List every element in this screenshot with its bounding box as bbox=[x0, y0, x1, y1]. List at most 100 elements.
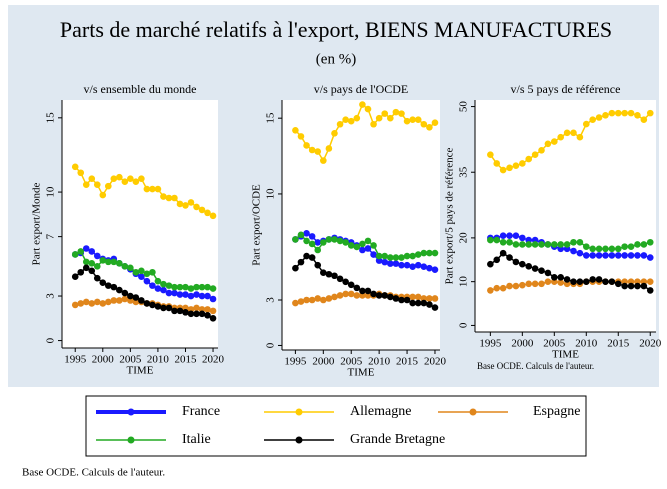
data-point bbox=[292, 264, 299, 272]
data-point bbox=[525, 155, 533, 163]
data-point bbox=[563, 241, 571, 248]
data-point bbox=[297, 231, 305, 239]
data-point bbox=[634, 112, 641, 119]
data-point bbox=[143, 300, 151, 307]
data-point bbox=[209, 295, 217, 303]
data-point bbox=[342, 116, 349, 123]
x-tick-label: 2005 bbox=[119, 354, 142, 366]
data-point bbox=[342, 278, 349, 286]
data-point bbox=[82, 258, 90, 266]
data-point bbox=[121, 289, 129, 297]
data-point bbox=[143, 185, 151, 193]
data-point bbox=[359, 101, 366, 108]
y-tick-label: 10 bbox=[458, 276, 470, 288]
data-point bbox=[627, 109, 635, 117]
data-point bbox=[646, 109, 654, 117]
data-point bbox=[303, 296, 310, 304]
data-point bbox=[409, 293, 416, 301]
y-tick-label: 50 bbox=[458, 101, 470, 113]
data-point bbox=[165, 194, 173, 202]
legend-marker bbox=[295, 408, 303, 416]
data-point bbox=[387, 293, 394, 301]
x-tick-label: 2000 bbox=[92, 354, 115, 366]
data-point bbox=[414, 116, 422, 123]
data-point bbox=[595, 252, 603, 259]
data-point bbox=[325, 236, 333, 243]
data-point bbox=[71, 301, 79, 309]
data-point bbox=[551, 138, 558, 145]
data-point bbox=[110, 297, 118, 304]
data-point bbox=[531, 151, 539, 159]
data-point bbox=[512, 241, 520, 248]
data-point bbox=[93, 274, 101, 282]
y-axis-label: Part export/5 pays de référence bbox=[444, 147, 456, 284]
data-point bbox=[576, 278, 584, 285]
data-point bbox=[105, 182, 112, 190]
data-point bbox=[608, 252, 616, 259]
data-point bbox=[193, 203, 200, 211]
data-point bbox=[426, 295, 433, 302]
data-point bbox=[621, 243, 628, 250]
data-point bbox=[297, 298, 305, 305]
data-point bbox=[634, 282, 641, 290]
y-tick-label: 15 bbox=[45, 112, 57, 124]
data-point bbox=[193, 283, 200, 291]
data-point bbox=[646, 278, 654, 285]
data-point bbox=[165, 282, 173, 289]
data-point bbox=[614, 109, 622, 117]
data-point bbox=[589, 245, 596, 253]
legend-marker bbox=[295, 436, 303, 444]
data-point bbox=[176, 283, 184, 291]
data-point bbox=[627, 282, 635, 290]
data-point bbox=[308, 233, 316, 240]
data-point bbox=[602, 245, 609, 253]
data-point bbox=[375, 114, 383, 122]
data-point bbox=[292, 299, 299, 307]
data-point bbox=[93, 181, 101, 188]
data-point bbox=[420, 249, 428, 257]
data-point bbox=[576, 249, 584, 257]
data-point bbox=[409, 299, 416, 307]
x-tick-label: 2020 bbox=[202, 354, 225, 366]
data-point bbox=[336, 237, 344, 245]
data-point bbox=[82, 298, 90, 306]
legend-label: Allemagne bbox=[350, 404, 411, 419]
data-point bbox=[331, 130, 338, 137]
data-point bbox=[512, 282, 520, 290]
data-point bbox=[608, 245, 616, 253]
legend-marker bbox=[127, 408, 135, 416]
data-point bbox=[551, 273, 558, 281]
data-point bbox=[149, 185, 156, 193]
data-point bbox=[627, 243, 635, 250]
data-point bbox=[314, 246, 322, 254]
x-tick-label: 2020 bbox=[424, 356, 447, 368]
figure-title: Parts de marché relatifs à l'export, BIE… bbox=[60, 17, 612, 42]
data-point bbox=[71, 251, 79, 258]
data-point bbox=[292, 127, 299, 134]
data-point bbox=[353, 292, 361, 299]
data-point bbox=[506, 232, 513, 239]
data-point bbox=[493, 284, 501, 292]
data-point bbox=[387, 254, 394, 261]
data-point bbox=[364, 287, 372, 295]
data-point bbox=[403, 261, 411, 269]
data-point bbox=[364, 105, 372, 113]
data-point bbox=[359, 246, 366, 254]
data-point bbox=[381, 292, 389, 299]
plot-area bbox=[282, 100, 440, 350]
data-point bbox=[331, 293, 338, 301]
data-point bbox=[99, 279, 107, 286]
data-point bbox=[160, 304, 167, 312]
data-point bbox=[499, 249, 507, 257]
data-point bbox=[154, 277, 162, 285]
data-point bbox=[187, 199, 195, 206]
data-point bbox=[570, 129, 577, 137]
data-point bbox=[127, 292, 134, 300]
data-point bbox=[110, 175, 118, 183]
data-point bbox=[557, 133, 565, 141]
data-point bbox=[646, 238, 654, 246]
data-point bbox=[204, 209, 211, 217]
data-point bbox=[105, 282, 112, 289]
data-point bbox=[138, 267, 145, 275]
data-point bbox=[336, 120, 344, 128]
